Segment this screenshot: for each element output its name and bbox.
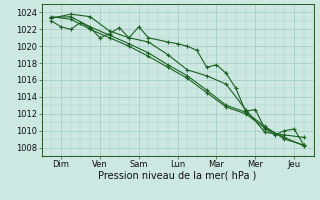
X-axis label: Pression niveau de la mer( hPa ): Pression niveau de la mer( hPa ) bbox=[99, 171, 257, 181]
